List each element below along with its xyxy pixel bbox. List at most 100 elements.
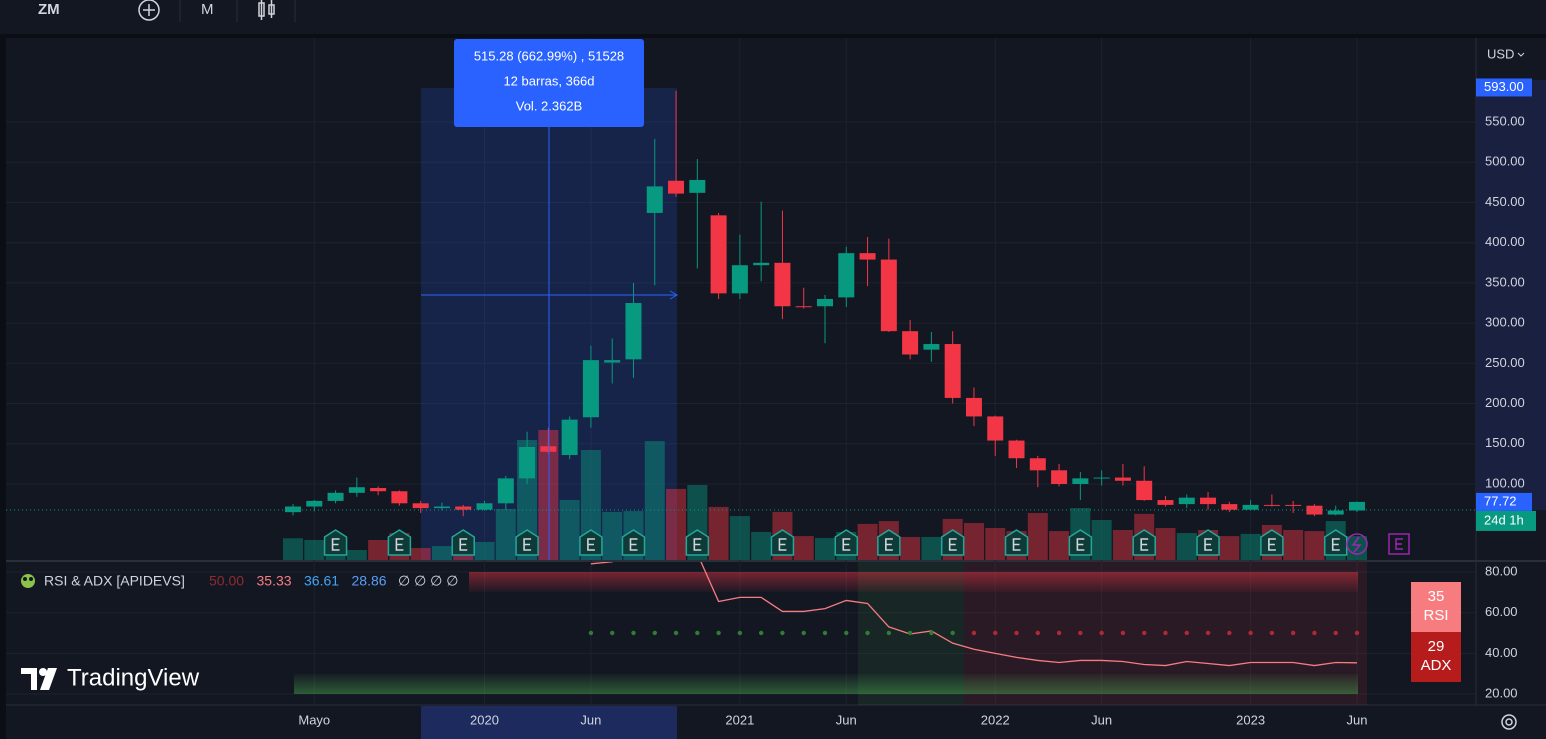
candle-body (1285, 504, 1302, 506)
symbol[interactable]: ZM (38, 1, 60, 18)
volume-bar (857, 523, 878, 560)
chart-type-button[interactable] (258, 0, 275, 20)
adx-dot (993, 630, 998, 636)
volume-bar (1049, 531, 1070, 560)
earnings-marker[interactable] (621, 529, 646, 556)
adx-dot (610, 630, 615, 636)
earnings-marker[interactable] (940, 529, 965, 556)
y-tick-label: 80.00 (1485, 563, 1518, 578)
candle-body (944, 344, 961, 398)
candle-body (1349, 501, 1365, 511)
earnings-marker[interactable] (323, 529, 348, 556)
indicator-value: 28.86 (352, 573, 387, 589)
adx-dot (652, 630, 657, 636)
adx-dot (737, 630, 743, 636)
brand-logo (21, 668, 57, 690)
earnings-marker[interactable] (877, 529, 901, 556)
interval[interactable]: M (201, 1, 214, 18)
badge-value: 29 (1428, 638, 1445, 655)
earnings-marker[interactable] (1260, 529, 1284, 556)
na-values: ∅ ∅ ∅ ∅ (398, 573, 458, 589)
adx-dot (1184, 630, 1189, 636)
adx-dot (907, 630, 913, 636)
adx-dot (844, 630, 849, 636)
badge (1411, 632, 1461, 682)
currency[interactable]: USD (1487, 46, 1514, 61)
earnings-marker[interactable] (770, 529, 795, 556)
adx-dot (695, 630, 700, 636)
adx-dot (1248, 630, 1253, 636)
indicator-title[interactable]: RSI & ADX [APIDEVS] (44, 573, 185, 589)
marker-glyph (587, 538, 595, 551)
candle-body (1327, 510, 1344, 515)
x-tick-label: Jun (1347, 712, 1368, 727)
adx-dot (1354, 630, 1360, 636)
candle-body (795, 306, 812, 308)
candle-body (817, 298, 833, 307)
volume-bar (368, 540, 389, 560)
marker-glyph (1140, 538, 1149, 551)
marker-glyph (948, 538, 957, 551)
y-tick-label: 300.00 (1485, 315, 1525, 330)
adx-dot (1099, 630, 1104, 636)
candle-body (433, 506, 450, 509)
indicator-values: 50.00 35.33 36.61 28.86 (209, 573, 387, 589)
marker-glyph (523, 538, 532, 551)
earnings-marker[interactable] (1196, 529, 1220, 556)
adx-dot (1163, 630, 1168, 636)
indicator-value: 35.33 (257, 573, 292, 589)
volume-bar (1240, 533, 1261, 560)
earnings-marker[interactable] (685, 529, 710, 556)
settings-button[interactable] (1501, 714, 1517, 730)
volume-bar (666, 488, 687, 560)
marker-shape (877, 529, 901, 556)
volume-bar (1027, 513, 1048, 560)
volume-bar (346, 550, 367, 560)
countdown: 24d 1h (1484, 512, 1524, 527)
indicator-value: 36.61 (304, 573, 339, 589)
dividend-marker (1346, 533, 1368, 555)
volume-bar (474, 541, 495, 560)
candle-body (668, 180, 685, 194)
earnings-marker[interactable] (834, 529, 859, 556)
marker-shape (579, 529, 603, 556)
volume-bar (495, 508, 516, 560)
add-symbol-button[interactable] (138, 0, 160, 21)
earnings-marker[interactable] (579, 529, 603, 556)
candle-body (604, 360, 621, 363)
adx-dot (1333, 630, 1338, 636)
volume-bar (602, 511, 623, 560)
earnings-marker[interactable] (1004, 529, 1029, 556)
earnings-marker[interactable] (1323, 529, 1348, 556)
y-tick-label: 450.00 (1485, 194, 1525, 209)
badge (1411, 582, 1461, 632)
candle-body (1114, 477, 1131, 481)
earnings-marker[interactable] (515, 529, 539, 556)
toolbar (0, 0, 1546, 34)
volume-bar (1304, 531, 1325, 560)
candle-body (838, 253, 855, 298)
candle-body (774, 262, 791, 307)
earnings-marker[interactable] (1068, 529, 1093, 556)
candle-body (625, 303, 642, 360)
candle-body (497, 478, 514, 504)
marker-shape (1196, 529, 1220, 556)
earnings-marker[interactable] (451, 529, 475, 556)
candle-body (1093, 477, 1110, 479)
earnings-marker[interactable] (387, 529, 412, 556)
events (323, 529, 1410, 556)
earnings-marker[interactable] (1132, 529, 1156, 556)
x-tick-label: 2022 (981, 712, 1010, 727)
badge-name: RSI (1423, 607, 1448, 624)
volume-bar (921, 536, 942, 560)
candle-body (1221, 504, 1238, 510)
volume-bar (900, 536, 921, 560)
marker-glyph (1204, 538, 1213, 551)
countdown-box (1476, 510, 1536, 531)
adx-dot (822, 630, 828, 636)
y-tick-label: 150.00 (1485, 435, 1525, 450)
adx-dot (1120, 630, 1126, 636)
candle-body (880, 259, 897, 332)
